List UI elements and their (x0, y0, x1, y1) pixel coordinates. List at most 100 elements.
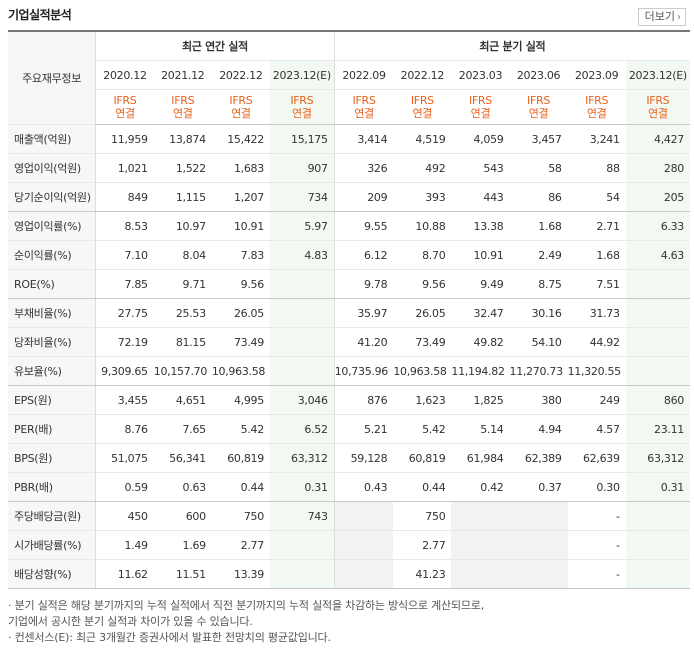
table-row: 유보율(%) 9,309.65 10,157.70 10,963.58 10,735.9… (8, 356, 690, 386)
table-row: PBR(배) 0.59 0.63 0.44 0.31 0.43 0.44 0.42 0.37 0.… (8, 472, 690, 502)
table-cell (269, 356, 335, 386)
row-label: 당좌비율(%) (8, 327, 97, 357)
row-label: BPS(원) (8, 443, 97, 473)
table-cell: 2.49 (509, 240, 568, 270)
footnote-line: · 분기 실적은 해당 분기까지의 누적 실적에서 직전 분기까지의 누적 실적… (8, 599, 485, 612)
table-cell: 31.73 (567, 298, 626, 328)
table-cell: 8.76 (95, 414, 154, 444)
table-cell: 9.49 (451, 269, 510, 299)
table-cell: 8.70 (393, 240, 452, 270)
basis-standard: IFRS (171, 94, 195, 107)
section-title: 기업실적분석 (8, 8, 72, 22)
period-header: 2022.09 (334, 60, 394, 90)
basis-standard: IFRS (527, 94, 551, 107)
table-row: 당기순이익(억원) 849 1,115 1,207 734 209 393 443 86 54 20… (8, 182, 690, 212)
table-cell: 41.20 (334, 327, 394, 357)
table-cell: 86 (509, 182, 568, 212)
table-cell: 60,819 (393, 443, 452, 473)
table-cell: 6.12 (334, 240, 394, 270)
table-cell: 32.47 (451, 298, 510, 328)
table-cell: 280 (625, 153, 690, 183)
table-cell: 73.49 (393, 327, 452, 357)
table-cell: 4.83 (269, 240, 335, 270)
accounting-basis: IFRS 연결 (95, 89, 154, 125)
table-cell: 7.83 (211, 240, 270, 270)
row-label: PBR(배) (8, 472, 97, 502)
basis-scope: 연결 (172, 107, 193, 120)
row-label: 부채비율(%) (8, 298, 97, 328)
table-cell: 492 (393, 153, 452, 183)
table-cell: 8.04 (153, 240, 212, 270)
table-cell (269, 559, 335, 589)
table-cell: 9.71 (153, 269, 212, 299)
table-cell: - (567, 530, 626, 560)
table-cell: 58 (509, 153, 568, 183)
table-cell: 13.38 (451, 211, 510, 241)
table-cell: - (567, 501, 626, 531)
table-cell: 3,414 (334, 124, 394, 154)
basis-scope: 연결 (648, 107, 668, 120)
table-cell (451, 530, 510, 560)
table-cell: 0.63 (153, 472, 212, 502)
table-cell (625, 501, 690, 531)
table-cell: 743 (269, 501, 335, 531)
table-cell: 750 (393, 501, 452, 531)
accounting-basis: IFRS 연결 (211, 89, 270, 125)
table-cell: 54 (567, 182, 626, 212)
table-cell: 0.44 (211, 472, 270, 502)
table-cell: 9,309.65 (95, 356, 154, 386)
table-cell: 73.49 (211, 327, 270, 357)
table-cell: 543 (451, 153, 510, 183)
table-cell: 1,522 (153, 153, 212, 183)
table-cell: 81.15 (153, 327, 212, 357)
accounting-basis: IFRS 연결 (625, 89, 690, 125)
table-cell: 2.71 (567, 211, 626, 241)
row-label: 영업이익률(%) (8, 211, 97, 241)
table-cell: 15,175 (269, 124, 335, 154)
table-cell: 0.43 (334, 472, 394, 502)
table-cell: 4,427 (625, 124, 690, 154)
table-cell: 11.51 (153, 559, 212, 589)
footnote-line: 기업에서 공시한 분기 실적과 차이가 있을 수 있습니다. (8, 615, 253, 628)
table-cell: 205 (625, 182, 690, 212)
table-cell (334, 501, 394, 531)
table-cell: 3,457 (509, 124, 568, 154)
table-cell: 860 (625, 385, 690, 415)
table-cell: 7.85 (95, 269, 154, 299)
table-cell: 3,241 (567, 124, 626, 154)
table-cell: 876 (334, 385, 394, 415)
table-cell: 13.39 (211, 559, 270, 589)
row-label: 당기순이익(억원) (8, 182, 97, 212)
table-cell: 6.33 (625, 211, 690, 241)
financial-table: 주요재무정보 최근 연간 실적 최근 분기 실적 2020.12 2021.12 2022… (8, 30, 690, 589)
table-row: ROE(%) 7.85 9.71 9.56 9.78 9.56 9.49 8.75 7.51 (8, 269, 690, 299)
accounting-basis: IFRS 연결 (509, 89, 568, 125)
basis-standard: IFRS (646, 94, 670, 107)
table-cell: 1.69 (153, 530, 212, 560)
table-cell: 0.44 (393, 472, 452, 502)
table-cell: 27.75 (95, 298, 154, 328)
table-cell: 9.56 (211, 269, 270, 299)
table-cell (625, 559, 690, 589)
table-cell: 907 (269, 153, 335, 183)
basis-scope: 연결 (115, 107, 135, 120)
table-cell: - (567, 559, 626, 589)
table-cell: 4.94 (509, 414, 568, 444)
basis-scope: 연결 (231, 107, 251, 120)
table-cell: 5.97 (269, 211, 335, 241)
row-label: 배당성향(%) (8, 559, 97, 589)
table-cell: 9.55 (334, 211, 394, 241)
table-cell: 326 (334, 153, 394, 183)
period-header: 2023.06 (509, 60, 568, 90)
table-cell: 1,683 (211, 153, 270, 183)
table-cell: 61,984 (451, 443, 510, 473)
accounting-basis: IFRS 연결 (567, 89, 626, 125)
table-cell (625, 356, 690, 386)
table-cell: 849 (95, 182, 154, 212)
basis-standard: IFRS (352, 94, 376, 107)
accounting-basis: IFRS 연결 (153, 89, 212, 125)
table-cell (451, 501, 510, 531)
table-cell: 35.97 (334, 298, 394, 328)
more-button[interactable]: 더보기 › (637, 8, 686, 26)
table-cell: 10,963.58 (393, 356, 452, 386)
